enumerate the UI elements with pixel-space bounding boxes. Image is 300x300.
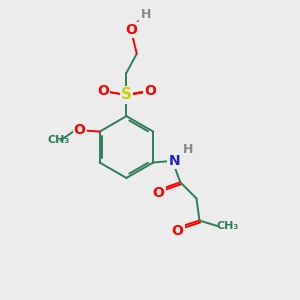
Text: CH₃: CH₃ <box>48 135 70 146</box>
Text: CH₃: CH₃ <box>216 221 238 231</box>
Text: S: S <box>121 87 132 102</box>
Text: O: O <box>172 224 184 238</box>
Text: O: O <box>97 84 109 98</box>
Text: O: O <box>74 123 85 137</box>
Text: N: N <box>169 154 180 168</box>
Text: O: O <box>153 186 164 200</box>
Text: H: H <box>182 143 193 156</box>
Text: O: O <box>125 23 137 37</box>
Text: O: O <box>144 84 156 98</box>
Text: H: H <box>140 8 151 21</box>
